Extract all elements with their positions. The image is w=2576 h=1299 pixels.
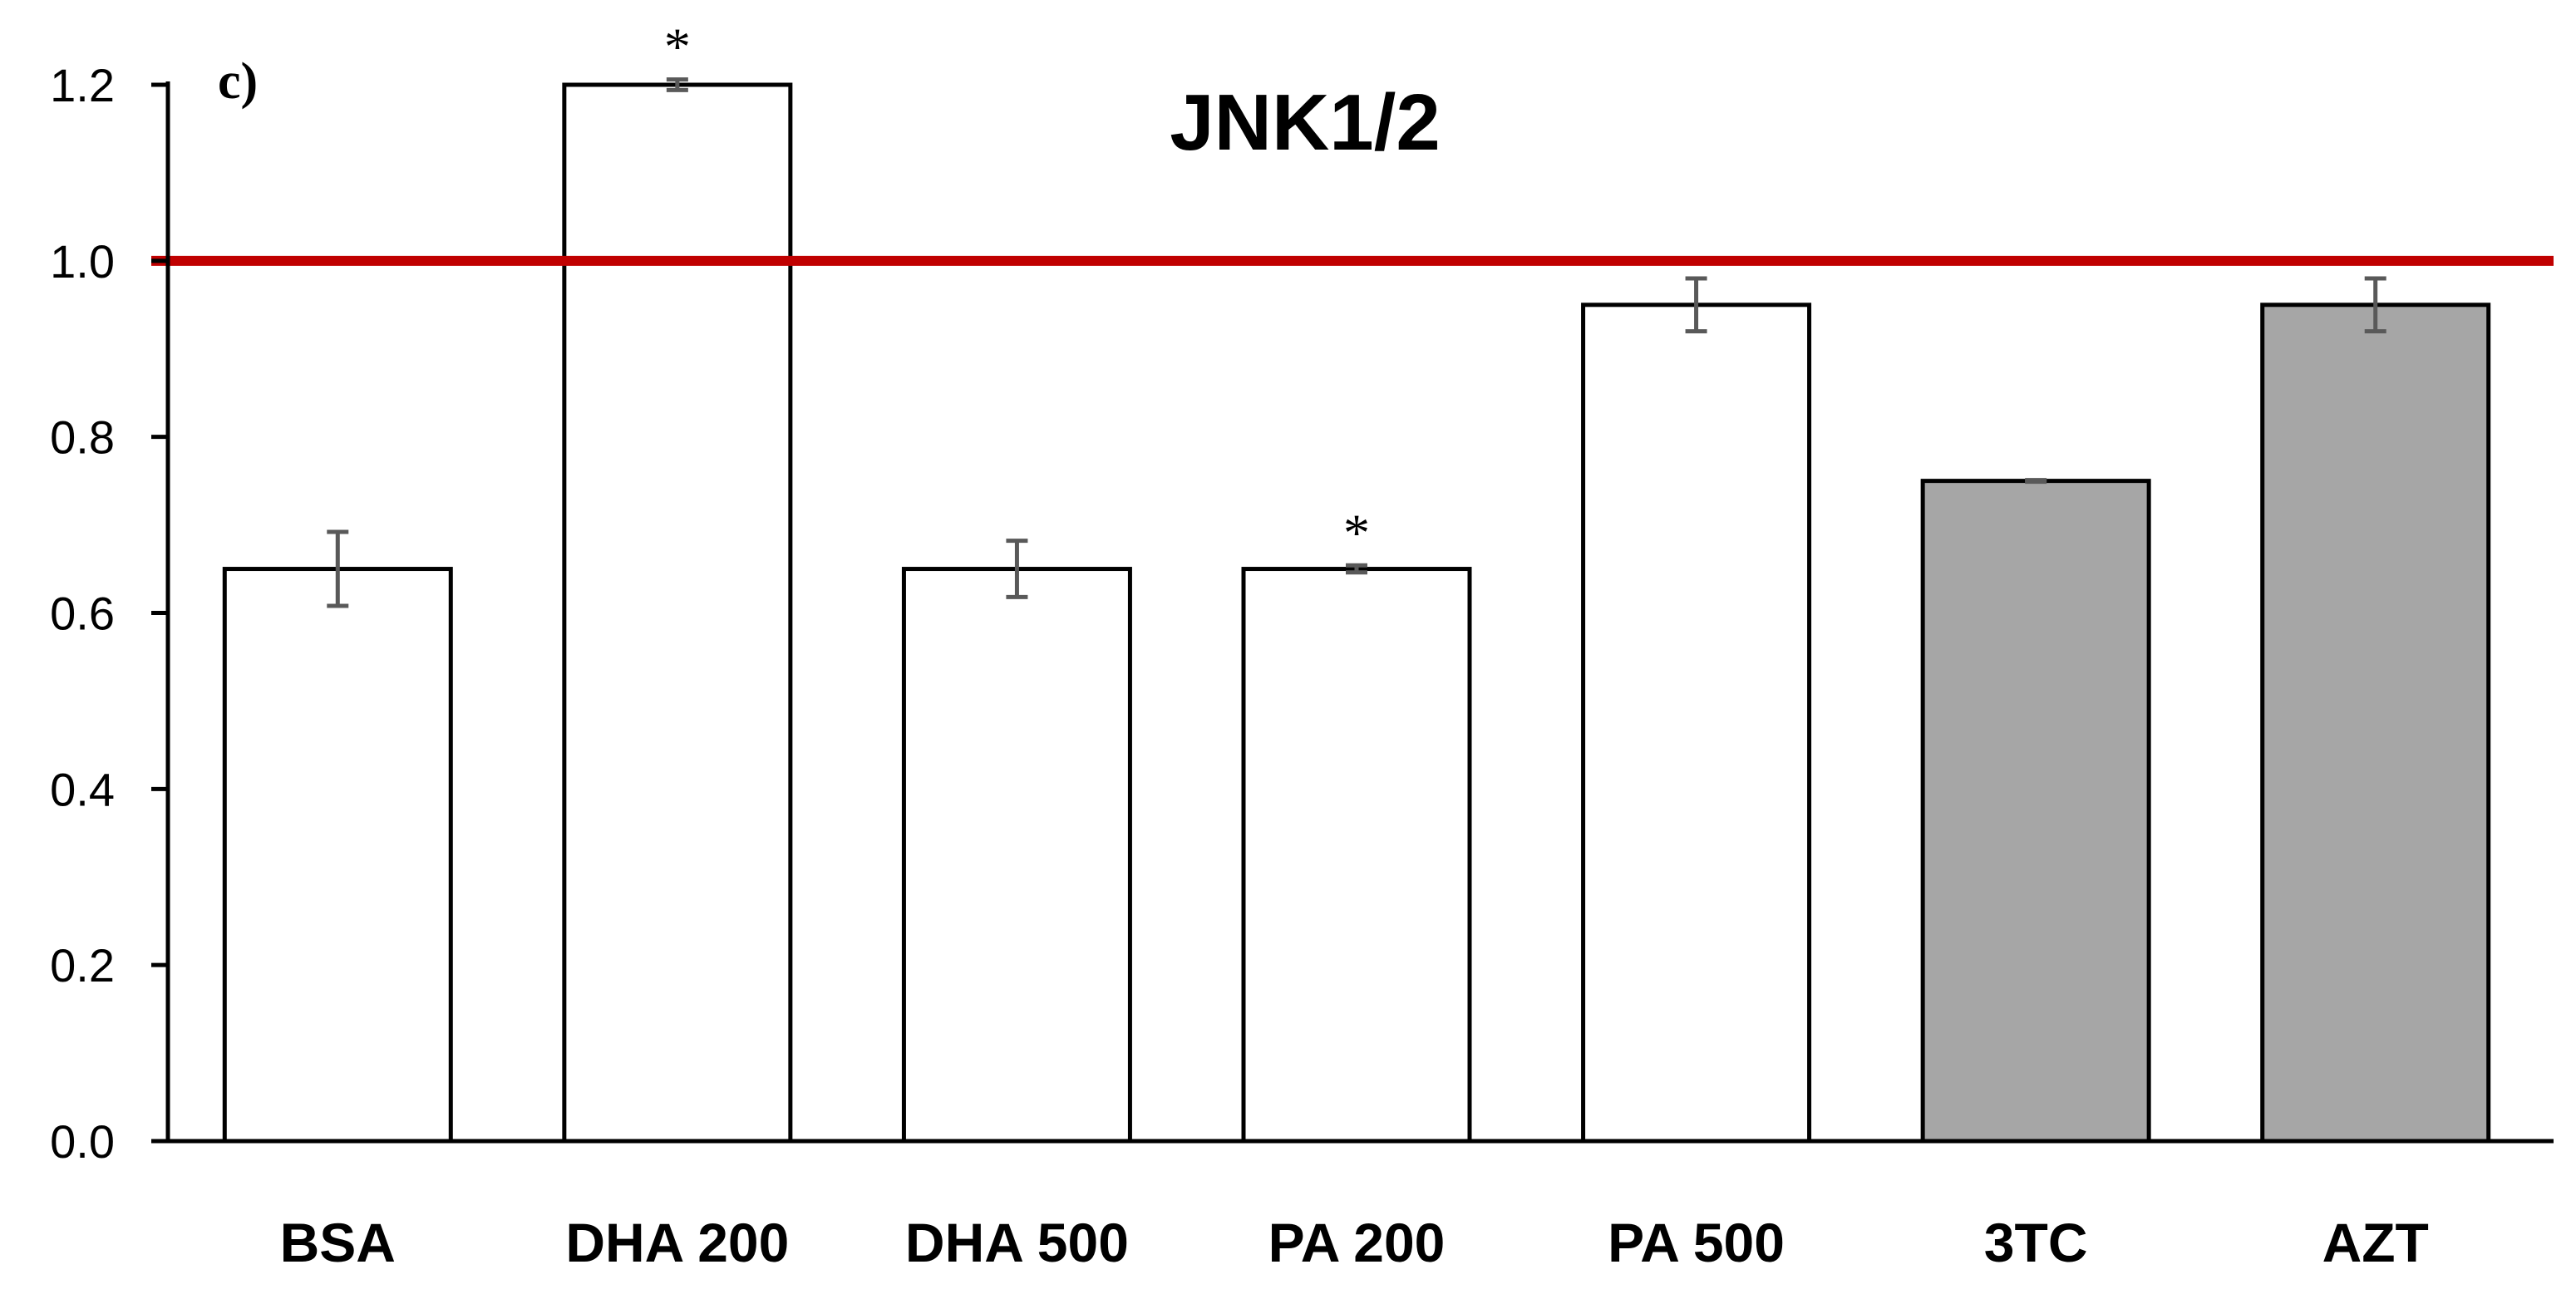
bar-3 — [1241, 567, 1472, 1144]
category-label-5: 3TC — [1984, 1212, 2088, 1273]
y-tick-label-2: 0.4 — [50, 763, 115, 815]
bar-4 — [1581, 303, 1812, 1144]
bar-6 — [2260, 303, 2491, 1144]
category-label-4: PA 500 — [1608, 1212, 1785, 1273]
error-bar-6 — [2364, 276, 2386, 334]
y-tick-label-1: 0.2 — [50, 939, 115, 991]
error-bar-0 — [327, 529, 349, 608]
category-label-3: PA 200 — [1268, 1212, 1446, 1273]
error-bar-3 — [1346, 563, 1367, 575]
bar-2 — [901, 567, 1132, 1144]
panel-label: c) — [218, 53, 258, 110]
y-tick-label-0: 0.0 — [50, 1115, 115, 1168]
category-label-2: DHA 500 — [905, 1212, 1129, 1273]
chart-title: JNK1/2 — [1170, 78, 1441, 167]
significance-marker-1: * — [664, 17, 691, 76]
y-tick-label-6: 1.2 — [50, 59, 115, 111]
y-tick-label-3: 0.6 — [50, 588, 115, 640]
category-label-6: AZT — [2322, 1212, 2429, 1273]
y-tick-label-5: 1.0 — [50, 235, 115, 288]
significance-marker-3: * — [1343, 503, 1370, 562]
error-bar-5 — [2025, 478, 2047, 485]
error-bar-2 — [1006, 539, 1028, 599]
bar-5 — [1920, 479, 2151, 1144]
bar-1 — [562, 82, 793, 1144]
error-bar-1 — [666, 77, 688, 92]
error-bar-4 — [1685, 276, 1707, 334]
bar-0 — [222, 567, 453, 1144]
category-label-1: DHA 200 — [565, 1212, 789, 1273]
y-tick-label-4: 0.8 — [50, 411, 115, 464]
category-label-0: BSA — [280, 1212, 396, 1273]
